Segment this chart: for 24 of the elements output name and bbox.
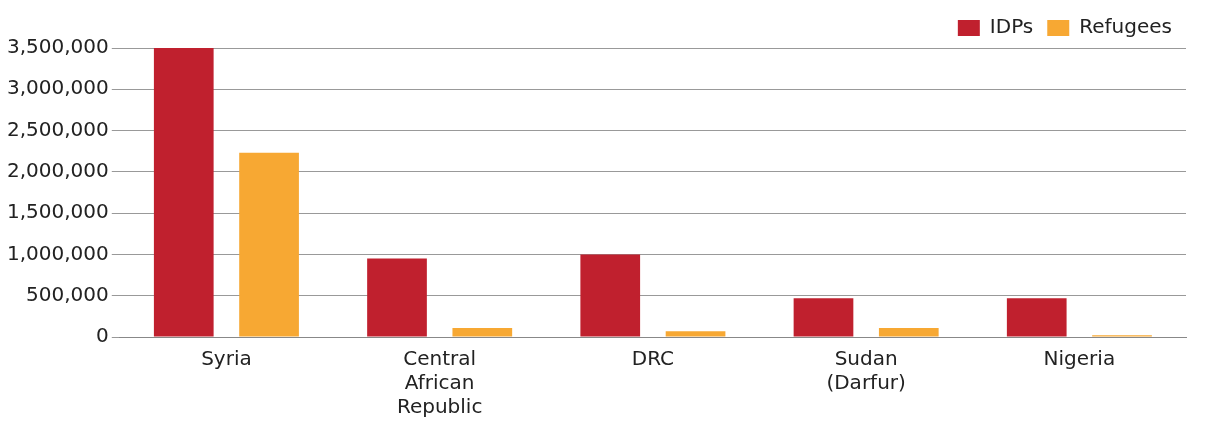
x-tick-label: Syria	[201, 346, 252, 371]
bar	[878, 327, 939, 337]
legend-label: IDPs	[989, 14, 1034, 39]
y-tick-label: 2,000,000	[6, 158, 109, 183]
x-tick-label: Nigeria	[1043, 346, 1116, 371]
bar	[793, 298, 854, 337]
bar	[153, 48, 214, 337]
bar	[452, 327, 513, 337]
bar	[367, 258, 427, 337]
y-tick-label: 3,500,000	[6, 34, 109, 59]
y-tick-label: 2,500,000	[6, 116, 109, 141]
y-tick-label: 1,500,000	[6, 199, 109, 224]
x-tick-label: Sudan (Darfur)	[826, 346, 906, 395]
y-tick-label: 0	[96, 323, 109, 348]
y-tick-label: 3,000,000	[6, 75, 109, 100]
bar	[665, 331, 726, 337]
legend-label: Refugees	[1079, 14, 1173, 39]
y-tick-label: 500,000	[26, 281, 109, 306]
x-tick-label: DRC	[631, 346, 675, 371]
bar	[1006, 298, 1067, 337]
y-tick-label: 1,000,000	[6, 240, 109, 265]
x-tick-label: Central African Republic	[396, 346, 483, 419]
bar	[239, 152, 299, 337]
bar	[580, 254, 641, 337]
